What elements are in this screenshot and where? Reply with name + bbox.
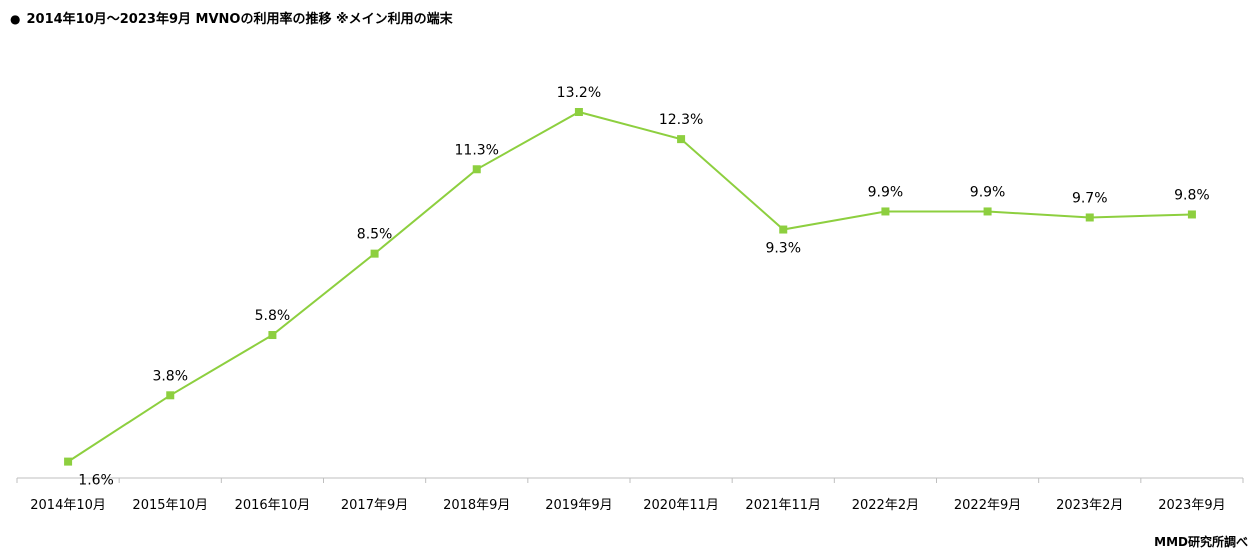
x-tick-label: 2017年9月 xyxy=(341,498,408,513)
x-tick-label: 2015年10月 xyxy=(132,498,208,513)
data-point-marker xyxy=(1187,210,1196,219)
data-label: 12.3% xyxy=(659,112,703,128)
data-label: 5.8% xyxy=(255,308,291,324)
data-point-marker xyxy=(881,207,890,216)
data-label: 9.9% xyxy=(868,184,904,200)
data-label: 3.8% xyxy=(152,368,188,384)
series-line xyxy=(67,110,1192,463)
source-credit: MMD研究所調べ xyxy=(1154,535,1248,549)
data-point-marker xyxy=(677,135,686,144)
data-point-marker xyxy=(574,108,583,116)
data-point-marker xyxy=(166,391,175,400)
data-point-marker xyxy=(1085,213,1094,222)
data-label: 9.9% xyxy=(970,184,1006,200)
chart-title-text: 2014年10月～2023年9月 MVNOの利用率の推移 ※メイン利用の端末 xyxy=(26,12,453,27)
data-label: 1.6% xyxy=(78,473,114,489)
x-tick-label: 2014年10月 xyxy=(30,498,106,513)
x-tick-label: 2018年9月 xyxy=(443,498,510,513)
line-chart: 1.6% 3.8% 5.8% 8.5% 11.3% 13.2% 12.3% 9.3% 9.9% 9… xyxy=(16,85,1244,513)
x-tick-label: 2023年2月 xyxy=(1056,498,1123,513)
x-tick-label: 2016年10月 xyxy=(235,498,311,513)
x-tick-label: 2019年9月 xyxy=(545,498,612,513)
data-point-marker xyxy=(472,165,481,174)
data-point-marker xyxy=(268,331,277,340)
data-point-marker xyxy=(983,207,992,216)
data-point-marker xyxy=(779,225,788,234)
data-label: 9.3% xyxy=(765,241,801,257)
x-tick-label: 2020年11月 xyxy=(643,498,719,513)
x-tick-label: 2021年11月 xyxy=(745,498,821,513)
data-label: 8.5% xyxy=(357,227,393,243)
data-label: 9.8% xyxy=(1174,187,1210,203)
data-label: 13.2% xyxy=(557,85,601,101)
x-tick-label: 2022年9月 xyxy=(954,498,1021,513)
bullet-icon: ● xyxy=(10,12,21,26)
chart-title: ● 2014年10月～2023年9月 MVNOの利用率の推移 ※メイン利用の端末 xyxy=(10,8,453,27)
data-label: 9.7% xyxy=(1072,190,1108,206)
data-point-marker xyxy=(64,457,73,466)
data-point-marker xyxy=(370,249,379,258)
x-tick-label: 2023年9月 xyxy=(1158,498,1225,513)
data-label: 11.3% xyxy=(455,142,499,158)
x-tick-label: 2022年2月 xyxy=(852,498,919,513)
